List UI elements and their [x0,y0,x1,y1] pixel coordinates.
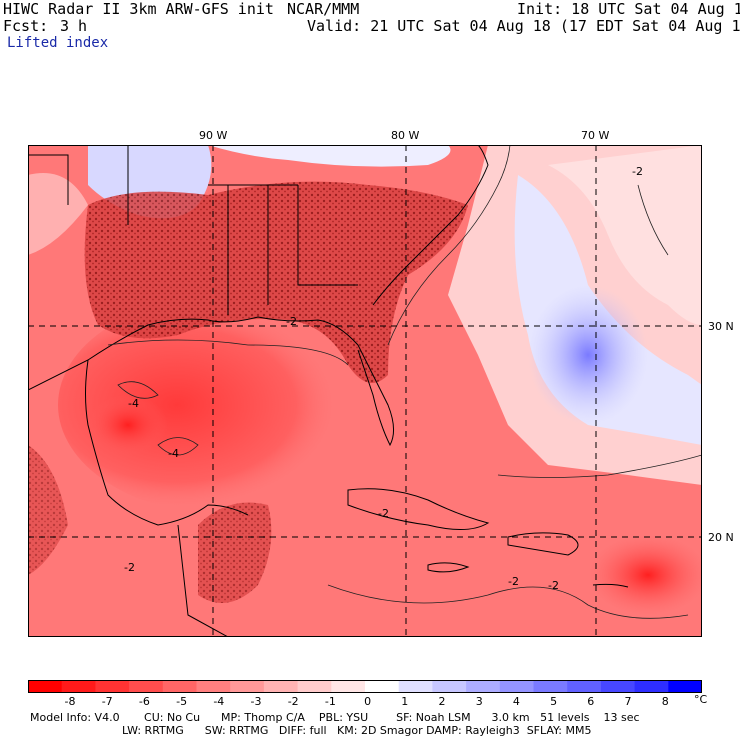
colorbar-unit: °C [694,693,708,706]
colorbar-tick-label: 8 [661,695,669,708]
organization-label: NCAR/MMM [287,0,360,18]
colorbar-swatch [432,680,467,693]
colorbar-tick-label: -7 [101,695,113,708]
map-frame [28,145,702,637]
init-time: Init: 18 UTC Sat 04 Aug 18 [517,0,740,18]
contour-label: -2 [378,507,389,520]
caribbean-max-li [588,535,702,615]
contour-label: -2 [508,575,519,588]
colorbar-tick-label: 0 [364,695,372,708]
colorbar-tick-label: -8 [64,695,76,708]
yucatan-convection [198,502,272,603]
colorbar-swatch [365,680,400,693]
contour-label: -2 [548,579,559,592]
colorbar-border [28,680,702,693]
colorbar [28,680,702,693]
colorbar-tick-label: 5 [550,695,558,708]
colorbar-tick-label: -5 [176,695,188,708]
contour-label: -2 [632,165,643,178]
southeast-us-convection [84,181,469,383]
colorbar-tick-label: -3 [250,695,262,708]
colorbar-tick-label: 4 [512,695,520,708]
colorbar-tick-label: 1 [401,695,409,708]
lat-lon-grid [28,145,702,637]
contour-label: -4 [168,447,179,460]
atlantic-blue-core [528,285,648,425]
gulf-max-li [88,395,168,455]
forecast-label: Fcst: [3,17,49,35]
li-contours [107,145,702,619]
northern-pale-area [208,145,451,167]
colorbar-swatch [263,680,299,693]
forecast-hour: 3 h [60,17,88,35]
colorbar-tick-label: -1 [324,695,336,708]
contour-label: -4 [128,397,139,410]
colorbar-swatch [499,680,534,693]
contour-label: -2 [286,315,297,328]
colorbar-swatch [331,680,366,693]
colorbar-swatch [61,680,96,693]
colorbar-swatch [196,680,231,693]
model-info-line2: LW: RRTMG SW: RRTMG DIFF: full KM: 2D Sm… [122,724,592,737]
colorbar-swatch [95,680,130,693]
lon-label-90w: 90 W [199,129,228,142]
colorbar-swatch [398,680,433,693]
valid-time: Valid: 21 UTC Sat 04 Aug 18 (17 EDT Sat … [307,17,740,35]
field-name: Lifted index [7,35,109,51]
colorbar-tick-label: 2 [438,695,446,708]
lat-label-20n: 20 N [708,531,734,544]
colorbar-swatch [297,680,332,693]
contour-label: -2 [124,561,135,574]
colorbar-swatch [162,680,197,693]
colorbar-tick-label: 7 [624,695,632,708]
lon-label-70w: 70 W [581,129,610,142]
colorbar-tick-label: 6 [587,695,595,708]
colorbar-swatch [567,680,602,693]
colorbar-swatch [129,680,164,693]
colorbar-swatch [533,680,568,693]
lon-label-80w: 80 W [391,129,420,142]
colorbar-swatch [230,680,265,693]
colorbar-tick-label: -4 [213,695,225,708]
model-info-line1: Model Info: V4.0 CU: No Cu MP: Thomp C/A… [30,711,640,724]
colorbar-tick-label: -2 [287,695,299,708]
colorbar-swatch [668,680,702,693]
colorbar-swatch [634,680,669,693]
mexico-convection [28,445,68,575]
atlantic-pale-band [548,145,702,325]
lat-label-30n: 30 N [708,320,734,333]
colorbar-swatch [466,680,501,693]
product-title: HIWC Radar II 3km ARW-GFS init [3,0,274,18]
colorbar-swatch [600,680,636,693]
west-pale-area [28,173,88,255]
coastlines [28,145,629,637]
colorbar-tick-label: 3 [475,695,483,708]
colorbar-tick-label: -6 [138,695,150,708]
colorbar-swatch [28,680,63,693]
lifted-index-map: -2 -2 -4 -4 -2 -2 -2 -2 [28,145,702,637]
